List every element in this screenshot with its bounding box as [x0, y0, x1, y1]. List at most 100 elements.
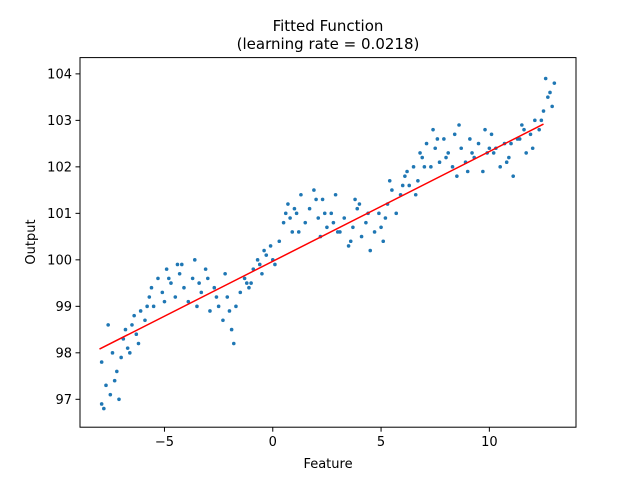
chart-title: Fitted Function	[273, 17, 384, 35]
data-point	[400, 183, 405, 188]
data-point	[247, 285, 251, 290]
data-point	[164, 267, 169, 271]
data-point	[292, 206, 297, 211]
data-point	[476, 141, 481, 146]
data-point	[132, 313, 136, 318]
data-point	[487, 146, 492, 151]
x-tick-label: 10	[481, 435, 498, 450]
fit-line-layer	[99, 123, 544, 350]
data-point	[357, 202, 362, 206]
data-point	[260, 271, 264, 276]
data-point	[524, 151, 528, 155]
y-tick-label: 101	[47, 207, 72, 222]
data-point	[169, 281, 173, 285]
data-point	[498, 165, 502, 169]
data-point	[394, 211, 399, 216]
data-point	[522, 127, 526, 132]
data-point	[314, 197, 318, 202]
data-point	[331, 220, 336, 225]
data-point	[186, 299, 191, 304]
data-point	[175, 262, 180, 267]
data-points	[99, 76, 557, 411]
data-point	[268, 244, 273, 248]
x-tick-label: 5	[377, 435, 385, 450]
data-point	[147, 295, 152, 299]
data-point	[192, 258, 197, 262]
data-point	[130, 323, 134, 327]
data-point	[411, 165, 416, 169]
data-point	[335, 230, 340, 234]
data-point	[244, 281, 249, 285]
data-point	[294, 211, 299, 216]
data-point	[296, 230, 301, 234]
data-point	[106, 323, 110, 327]
y-tick-label: 97	[55, 393, 72, 408]
data-point	[450, 165, 455, 169]
data-point	[214, 295, 219, 299]
data-point	[281, 220, 286, 225]
data-point	[329, 211, 334, 216]
data-point	[465, 169, 470, 174]
data-point	[216, 304, 221, 309]
data-point	[255, 258, 260, 262]
data-point	[257, 262, 262, 267]
data-point	[195, 304, 199, 309]
data-point	[234, 304, 238, 309]
y-tick-label: 102	[47, 160, 72, 175]
data-point	[205, 276, 210, 281]
data-point	[115, 369, 119, 374]
data-point	[262, 248, 266, 253]
data-point	[134, 332, 139, 337]
data-point	[537, 127, 541, 132]
data-point	[437, 160, 442, 164]
data-point	[160, 290, 165, 295]
data-point	[546, 95, 550, 99]
data-point	[307, 206, 312, 211]
y-tick-label: 104	[47, 67, 72, 82]
data-point	[381, 239, 386, 244]
data-point	[299, 192, 303, 197]
data-point	[348, 239, 353, 244]
data-point	[457, 123, 461, 127]
data-point	[238, 290, 243, 295]
data-point	[197, 281, 201, 285]
data-point	[446, 151, 451, 155]
data-point	[99, 360, 104, 364]
data-point	[442, 137, 446, 141]
data-point	[418, 151, 422, 155]
data-point	[312, 188, 316, 192]
data-point	[509, 141, 513, 146]
data-point	[162, 299, 167, 304]
data-point	[104, 383, 108, 388]
data-point	[459, 146, 464, 151]
data-point	[288, 216, 292, 220]
data-point	[431, 127, 435, 132]
data-point	[112, 378, 117, 383]
x-tick-label: 0	[269, 435, 277, 450]
data-point	[145, 304, 149, 309]
data-point	[368, 248, 373, 253]
data-point	[203, 267, 208, 271]
data-point	[125, 346, 130, 350]
data-point	[242, 276, 247, 281]
data-point	[452, 132, 457, 137]
data-point	[424, 141, 429, 146]
data-point	[353, 197, 357, 202]
data-point	[156, 276, 160, 281]
fit-line	[99, 123, 544, 350]
data-point	[225, 295, 230, 299]
data-point	[416, 179, 420, 183]
data-point	[355, 206, 360, 211]
data-point	[491, 151, 496, 155]
data-point	[110, 351, 115, 355]
data-point	[108, 392, 113, 397]
data-point	[180, 262, 184, 267]
data-point	[316, 216, 321, 220]
data-point	[511, 174, 515, 178]
data-point	[507, 155, 511, 160]
data-point	[470, 151, 474, 155]
data-point	[249, 281, 253, 285]
data-point	[342, 216, 347, 220]
plot-frame	[79, 57, 577, 428]
